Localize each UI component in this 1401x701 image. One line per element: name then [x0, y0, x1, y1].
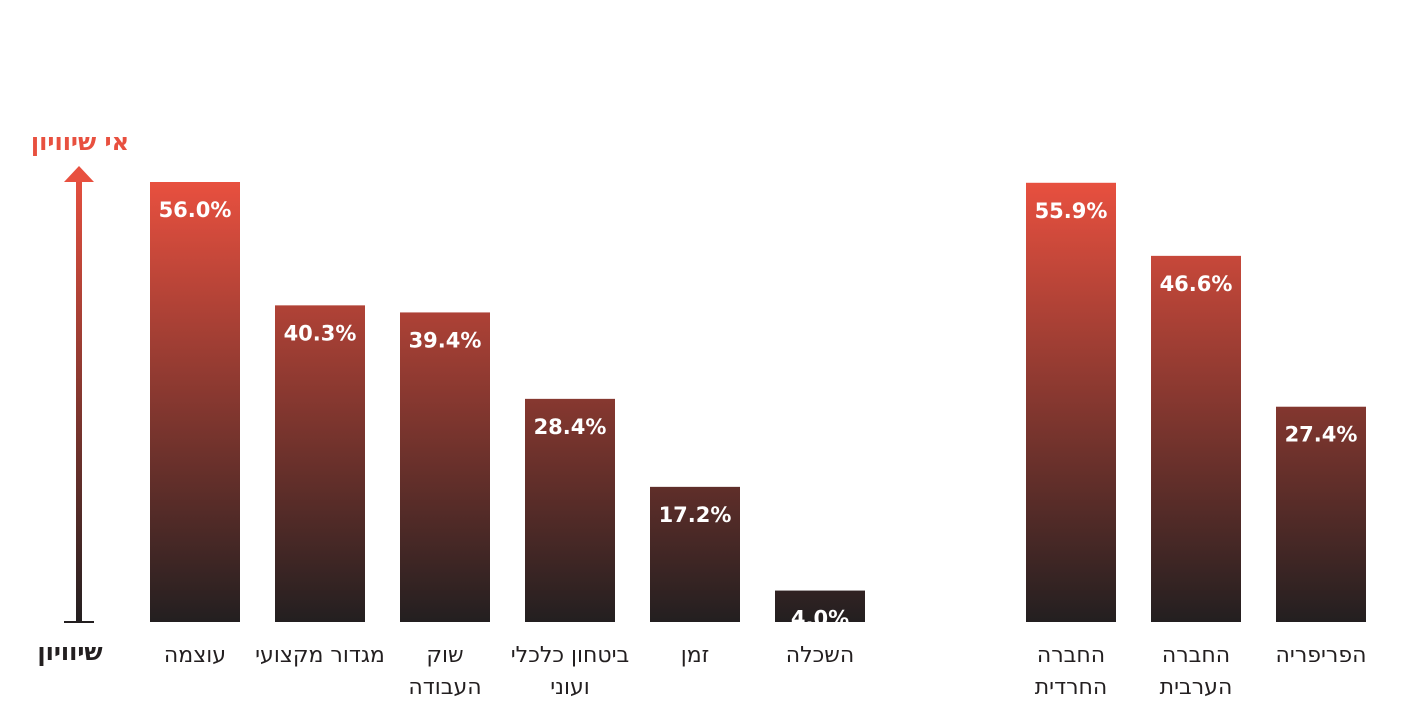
- bar-value-label-power: 56.0%: [159, 198, 232, 222]
- bar-economic-security-poverty: [525, 398, 615, 622]
- category-label-time: זמן: [681, 643, 710, 668]
- category-label-labor-market-line-1: שוק: [426, 643, 463, 668]
- bar-arab-society: [1151, 255, 1241, 622]
- axis-bottom-label: שיוויון: [37, 638, 102, 666]
- bar-haredi-society: [1026, 182, 1116, 623]
- category-label-haredi-society-line-1: החברה: [1037, 643, 1105, 668]
- category-label-periphery: הפריפריה: [1276, 643, 1367, 668]
- category-label-arab-society-line-1: החברה: [1162, 643, 1230, 668]
- bar-value-label-periphery: 27.4%: [1285, 423, 1358, 447]
- category-label-gendered-occupations: מגדור מקצועי: [255, 643, 385, 668]
- axis-arrow-shaft: [76, 180, 82, 622]
- bar-value-label-arab-society: 46.6%: [1160, 272, 1233, 296]
- category-label-economic-security-poverty-line-1: ביטחון כלכלי: [511, 643, 629, 668]
- bar-value-label-time: 17.2%: [659, 503, 732, 527]
- bar-time: [650, 486, 740, 622]
- bar-labor-market: [400, 312, 490, 622]
- bar-value-label-labor-market: 39.4%: [409, 328, 482, 352]
- bar-gendered-occupations: [275, 305, 365, 622]
- inequality-axis: אי שיוויון שיוויון: [31, 128, 129, 666]
- bar-value-label-gendered-occupations: 40.3%: [284, 321, 357, 345]
- bar-value-label-economic-security-poverty: 28.4%: [534, 415, 607, 439]
- bar-education: [775, 590, 865, 622]
- category-label-economic-security-poverty-line-2: ועוני: [550, 675, 590, 700]
- axis-arrow-head-icon: [64, 166, 94, 182]
- bar-power: [150, 182, 240, 622]
- category-label-education: השכלה: [786, 643, 854, 668]
- bar-group-2: 55.9% החברה החרדית 46.6% החברה הערבית 27.4% הפר…: [1026, 182, 1367, 700]
- bar-group-1: 56.0% עוצמה 40.3% מגדור מקצועי 39.4% שוק העבוד…: [150, 182, 865, 700]
- bar-value-label-education: 4.0%: [791, 607, 849, 631]
- bar-value-label-haredi-society: 55.9%: [1035, 199, 1108, 223]
- category-label-arab-society-line-2: הערבית: [1160, 675, 1233, 700]
- category-label-haredi-society-line-2: החרדית: [1035, 675, 1108, 700]
- category-label-labor-market-line-2: העבודה: [408, 675, 481, 700]
- bars-layer: 56.0% עוצמה 40.3% מגדור מקצועי 39.4% שוק העבוד…: [150, 182, 1366, 700]
- category-label-power: עוצמה: [164, 643, 226, 668]
- bar-periphery: [1276, 406, 1366, 622]
- axis-top-label: אי שיוויון: [31, 128, 129, 156]
